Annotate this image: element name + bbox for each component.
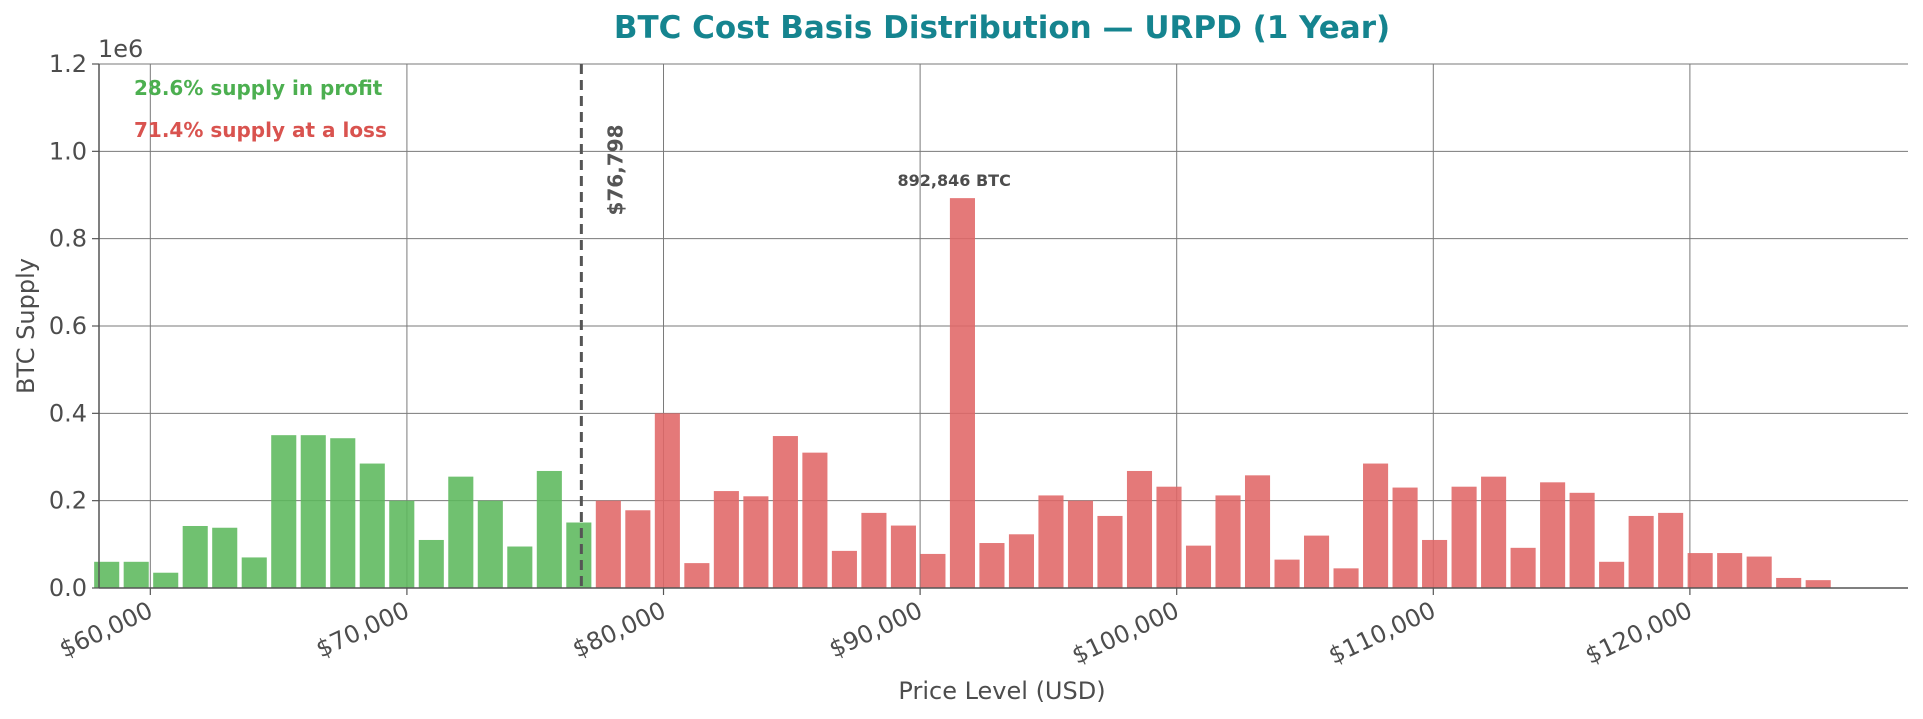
bar-loss [920, 553, 946, 588]
bar-loss [743, 496, 769, 588]
bar-profit [94, 561, 120, 588]
grid-layer [99, 63, 1908, 589]
bar-profit [418, 539, 444, 588]
peak-annotation: 892,846 BTC [898, 171, 1011, 190]
bar-loss [1333, 568, 1359, 588]
x-tick-label: $110,000 [1324, 596, 1440, 670]
bar-profit [359, 463, 385, 588]
bar-loss [713, 491, 739, 588]
bar-loss [1422, 539, 1448, 588]
bar-loss [1038, 495, 1064, 588]
x-tick-label: $120,000 [1581, 596, 1697, 670]
x-tick-label: $90,000 [825, 596, 927, 663]
bar-loss [831, 550, 857, 588]
bar-loss [1008, 534, 1035, 588]
bar-loss [1628, 515, 1654, 588]
bar-profit [389, 500, 415, 588]
loss-supply-label: 71.4% supply at a loss [134, 118, 387, 142]
bar-loss [1569, 492, 1595, 588]
chart-title: BTC Cost Basis Distribution — URPD (1 Ye… [614, 10, 1390, 46]
bar-loss [1746, 556, 1772, 588]
bar-loss [861, 512, 887, 588]
bar-profit [536, 470, 562, 588]
bar-loss [979, 543, 1005, 588]
bar-loss [1805, 580, 1831, 588]
bar-loss [1126, 470, 1153, 588]
bar-loss [1481, 476, 1507, 588]
bar-loss [1540, 482, 1566, 588]
y-axis-offset-label: 1e6 [98, 35, 143, 63]
bar-profit [507, 546, 533, 588]
bar-loss [1156, 486, 1182, 588]
bar-loss [1244, 475, 1271, 588]
bar-loss [1215, 495, 1241, 588]
y-axis-label: BTC Supply [12, 258, 40, 394]
y-tick-label: 1.0 [49, 137, 87, 165]
bar-profit [212, 527, 238, 588]
y-tick-label: 0.6 [49, 312, 87, 340]
bar-loss [772, 436, 798, 588]
y-tick-label: 0.0 [49, 574, 87, 602]
bar-loss [890, 525, 916, 588]
current-price-label: $76,798 [603, 124, 627, 215]
bar-profit [330, 438, 356, 588]
bar-loss [1304, 535, 1330, 588]
bar-profit [477, 500, 503, 588]
bar-profit [448, 476, 474, 588]
bar-loss [949, 198, 975, 589]
profit-supply-label: 28.6% supply in profit [134, 76, 383, 100]
bar-loss [1717, 553, 1743, 588]
bars-layer [94, 198, 1831, 589]
bar-loss [625, 510, 651, 588]
bar-loss [1185, 545, 1212, 588]
overlay-layer: $76,798 892,846 BTC [579, 64, 1011, 588]
x-tick-label: $70,000 [312, 596, 414, 663]
bar-loss [1510, 547, 1536, 588]
bar-loss [654, 413, 680, 588]
bar-loss [1067, 500, 1094, 588]
bar-profit [271, 435, 297, 588]
bar-loss [1392, 487, 1418, 588]
bar-loss [1274, 559, 1300, 588]
bar-profit [566, 522, 592, 588]
bar-profit [300, 435, 326, 588]
x-axis-label: Price Level (USD) [898, 677, 1105, 705]
bar-loss [1687, 553, 1713, 588]
bar-loss [1363, 463, 1389, 588]
y-tick-label: 0.2 [49, 487, 87, 515]
bar-profit [241, 557, 267, 588]
bar-loss [684, 563, 710, 588]
x-tick-label: $100,000 [1068, 596, 1184, 670]
bar-loss [1658, 512, 1684, 588]
y-tick-label: 0.4 [49, 399, 87, 427]
bar-loss [1451, 486, 1477, 588]
x-tick-label: $60,000 [55, 596, 157, 663]
bar-profit [182, 525, 208, 588]
bar-profit [123, 561, 149, 588]
y-tick-label: 0.8 [49, 225, 87, 253]
x-tick-label: $80,000 [568, 596, 670, 663]
bar-loss [1776, 577, 1802, 588]
bar-loss [1097, 515, 1123, 588]
bar-loss [595, 500, 621, 588]
bar-profit [153, 572, 179, 588]
y-tick-label: 1.2 [49, 50, 87, 78]
bar-loss [1599, 561, 1625, 588]
bar-loss [802, 452, 828, 588]
